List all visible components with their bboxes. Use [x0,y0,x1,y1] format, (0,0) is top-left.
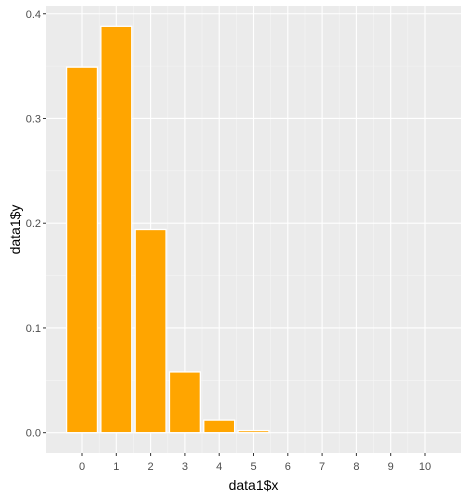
x-tick-label: 7 [319,461,325,473]
y-axis-title: data1$y [7,205,23,255]
bar-0 [65,66,99,434]
bar-4 [203,419,236,434]
bar-3 [168,371,201,434]
x-tick-label: 5 [250,461,256,473]
bars [65,25,270,434]
x-tick-label: 3 [182,461,188,473]
x-axis-ticks: 0 1 2 3 4 5 6 7 8 9 10 [79,453,431,473]
y-axis-ticks: 0.0 0.1 0.2 0.3 0.4 [26,9,46,440]
x-tick-label: 8 [353,461,359,473]
y-tick-label: 0.1 [26,323,41,335]
x-tick-label: 9 [388,461,394,473]
x-axis-title: data1$x [229,477,279,493]
y-tick-label: 0.0 [26,428,41,440]
bar-1 [100,25,133,434]
x-tick-label: 4 [216,461,222,473]
bar-5 [237,429,270,434]
y-tick-label: 0.2 [26,218,41,230]
x-tick-label: 1 [113,461,119,473]
bar-2 [134,228,167,434]
x-tick-label: 6 [285,461,291,473]
x-tick-label: 0 [79,461,85,473]
y-tick-label: 0.3 [26,113,41,125]
y-tick-label: 0.4 [26,9,41,21]
x-tick-label: 10 [419,461,431,473]
x-tick-label: 2 [148,461,154,473]
